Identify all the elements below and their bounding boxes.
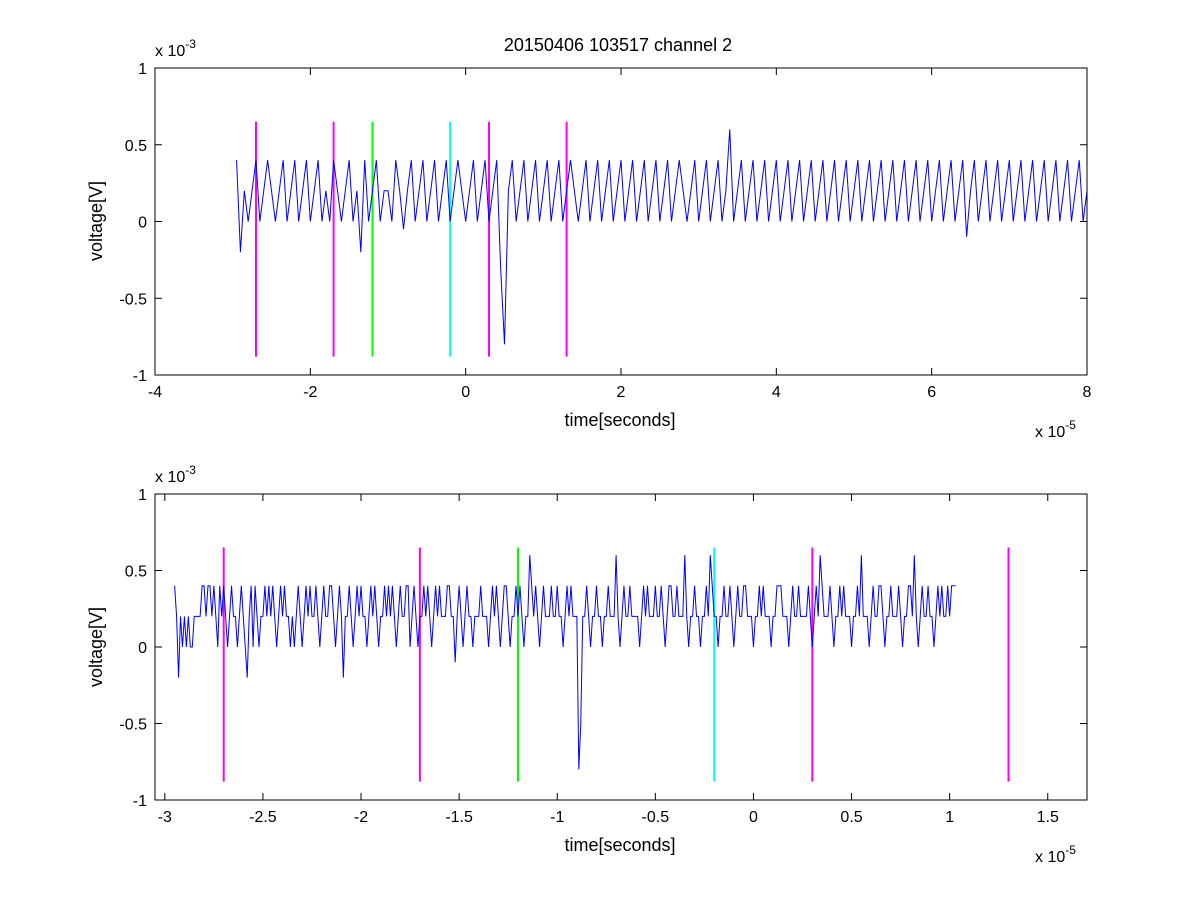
y-tick-label: -1 [133,368,147,385]
x-tick-label: -3 [158,809,172,826]
y-exponent-base-top: x 10 [155,43,185,60]
x-tick-label: 6 [927,384,936,401]
y-exponent-power-bottom: -3 [185,463,196,477]
y-exponent-top: x 10-3 [155,37,196,60]
series-top [236,129,1088,345]
x-tick-label: 0.5 [840,809,862,826]
y-ticks-top: -1 -0.5 0 0.5 1 [119,61,1087,385]
y-tick-label: 0 [138,215,147,232]
x-exponent-power-bottom: -5 [1065,843,1076,857]
x-tick-label: -2 [354,809,368,826]
y-axis-label-top: voltage[V] [86,181,106,261]
y-tick-label: 0.5 [125,564,147,581]
signal-trace-1 [236,129,1088,345]
x-tick-label: 1.5 [1037,809,1059,826]
x-tick-label: 0 [749,809,758,826]
x-exponent-base-top: x 10 [1035,424,1065,441]
x-tick-label: 1 [945,809,954,826]
subplot-bottom: -3 -2.5 -2 -1.5 -1 -0.5 0 0.5 1 1.5 -1 -0.5 0 0.5 1 t… [86,463,1088,866]
y-axis-label-bottom: voltage[V] [86,607,106,687]
y-tick-label: -1 [133,793,147,810]
x-tick-label: 0 [461,384,470,401]
y-ticks-bottom: -1 -0.5 0 0.5 1 [119,487,1087,810]
x-tick-label: -4 [148,384,162,401]
plot-area-bottom [155,494,1087,800]
y-exponent-base-bottom: x 10 [155,469,185,486]
plot-area-top [155,68,1087,375]
x-axis-label-top: time[seconds] [564,410,675,430]
y-tick-label: -0.5 [119,717,147,734]
x-tick-label: -2 [303,384,317,401]
x-exponent-top: x 10-5 [1035,418,1076,441]
x-axis-label-bottom: time[seconds] [564,835,675,855]
x-tick-label: -1.5 [445,809,473,826]
x-tick-label: 8 [1083,384,1092,401]
y-tick-label: 1 [138,61,147,78]
y-exponent-bottom: x 10-3 [155,463,196,486]
x-tick-label: 4 [772,384,781,401]
series-bottom [174,555,956,770]
x-exponent-bottom: x 10-5 [1035,843,1076,866]
x-ticks-bottom: -3 -2.5 -2 -1.5 -1 -0.5 0 0.5 1 1.5 [158,494,1059,826]
x-tick-label: 2 [617,384,626,401]
x-tick-label: -2.5 [249,809,277,826]
y-tick-label: 0 [138,640,147,657]
signal-trace-1 [174,555,956,770]
figure-title: 20150406 103517 channel 2 [504,35,732,55]
y-tick-label: -0.5 [119,291,147,308]
y-tick-label: 1 [138,487,147,504]
y-tick-label: 0.5 [125,138,147,155]
x-tick-label: -0.5 [642,809,670,826]
x-exponent-base-bottom: x 10 [1035,849,1065,866]
x-exponent-power-top: -5 [1065,418,1076,432]
x-tick-label: -1 [550,809,564,826]
subplot-top: 20150406 103517 channel 2 -4 -2 0 2 4 6 8 -1 -0… [86,35,1092,441]
x-ticks-top: -4 -2 0 2 4 6 8 [148,68,1092,401]
y-exponent-power-top: -3 [185,37,196,51]
